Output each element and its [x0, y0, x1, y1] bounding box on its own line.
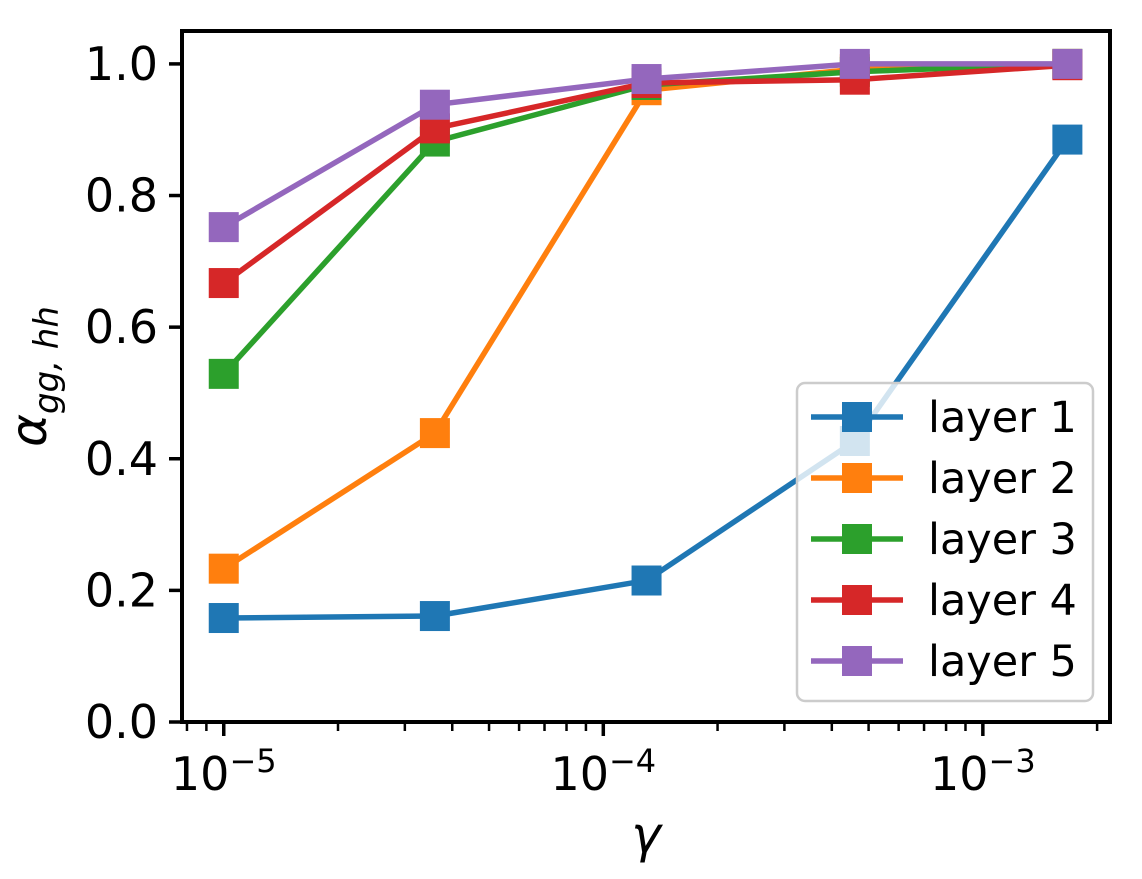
legend-entry-layer-2: layer 2 — [811, 454, 1077, 504]
legend-sample-marker — [842, 646, 872, 676]
series-layer-1-marker — [419, 601, 450, 632]
legend-entry-layer-4: layer 4 — [811, 576, 1077, 626]
series-layer-4-marker — [208, 268, 239, 299]
legend-label: layer 5 — [928, 637, 1077, 687]
series-layer-5-marker — [631, 64, 662, 95]
series-layer-1-marker — [1052, 124, 1083, 155]
series-layer-1-marker — [208, 603, 239, 634]
axis-labels: γ αgg, hh — [0, 306, 663, 864]
legend-sample-marker — [842, 463, 872, 493]
legend-box — [795, 381, 1095, 703]
y-tick-label: 0.8 — [85, 169, 158, 223]
legend-sample-marker — [842, 402, 872, 432]
legend-entry-layer-1: layer 1 — [811, 393, 1077, 443]
legend-label: layer 3 — [928, 515, 1077, 565]
y-tick-label: 0.6 — [85, 300, 158, 354]
legend-entry-layer-5: layer 5 — [811, 637, 1077, 687]
y-tick-label: 0.2 — [85, 563, 158, 617]
series-layer-2-marker — [419, 418, 450, 449]
series-layer-5 — [208, 48, 1083, 243]
y-tick-label: 0.0 — [85, 695, 158, 749]
series-layer-5-marker — [839, 48, 870, 79]
y-tick-label: 1.0 — [85, 37, 158, 91]
legend-entry-layer-3: layer 3 — [811, 515, 1077, 565]
y-axis-label: αgg, hh — [0, 306, 67, 447]
series-layer-3-marker — [208, 358, 239, 389]
x-tick-label: 10−3 — [930, 742, 1036, 801]
x-tick-label: 10−5 — [171, 742, 277, 801]
series-layer-3-line — [221, 61, 1068, 376]
ticks: 10−5 10−4 10−3 0.0 0.2 0.4 0.6 0.8 1.0 — [85, 37, 1099, 801]
series-layer-5-marker — [419, 89, 450, 120]
legend-label: layer 1 — [928, 393, 1077, 443]
plot-frame — [180, 29, 1112, 724]
series-layer-3 — [208, 48, 1083, 389]
series-layer-1 — [208, 124, 1083, 634]
axes — [180, 29, 1112, 724]
legend-sample-marker — [842, 524, 872, 554]
y-tick-label: 0.4 — [85, 432, 158, 486]
legend-label: layer 4 — [928, 576, 1077, 626]
series-layer-2-marker — [208, 553, 239, 584]
legend-sample-marker — [842, 585, 872, 615]
x-axis-label: γ — [631, 806, 663, 864]
series-layer-5-marker — [1052, 48, 1083, 79]
series-layer-1-marker — [631, 565, 662, 596]
x-tick-label: 10−4 — [550, 742, 656, 801]
legend-label: layer 2 — [928, 454, 1077, 504]
legend: layer 1 layer 2 layer 3 layer 4 layer 5 — [795, 381, 1095, 703]
series-layer-5-marker — [208, 212, 239, 243]
